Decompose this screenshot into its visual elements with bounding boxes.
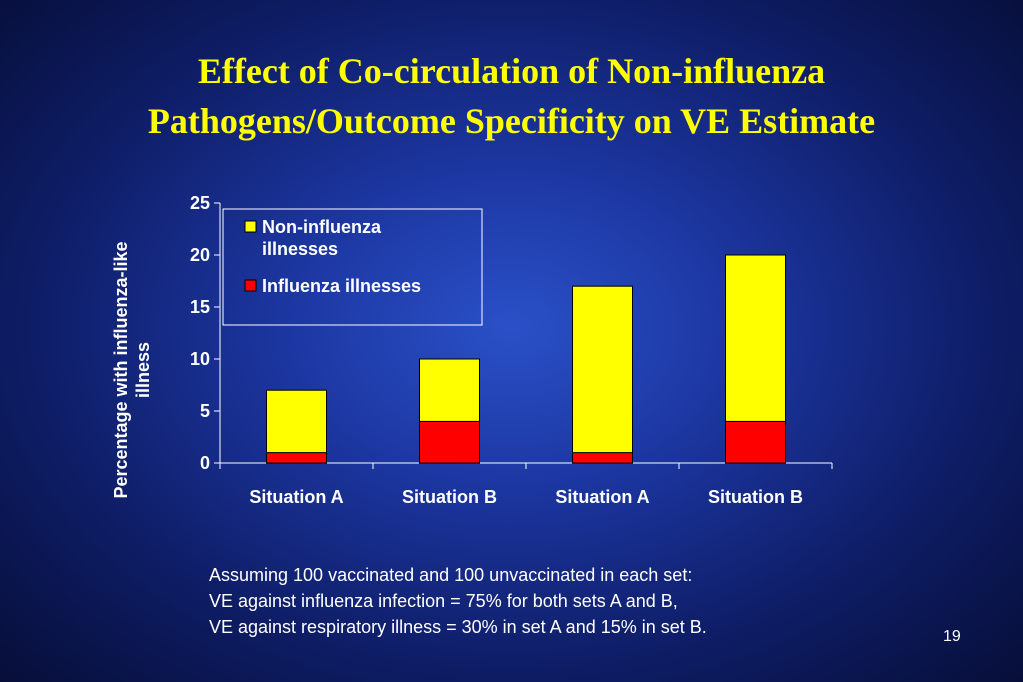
y-tick-label: 0 xyxy=(200,453,210,473)
x-tick-label: Situation B xyxy=(708,487,803,507)
slide-title-line-2: Pathogens/Outcome Specificity on VE Esti… xyxy=(147,101,876,141)
x-tick-label: Situation A xyxy=(555,487,649,507)
bar-influenza xyxy=(572,452,633,464)
legend-swatch xyxy=(244,220,257,233)
page-number: 19 xyxy=(943,628,961,645)
footnote-line-1: Assuming 100 vaccinated and 100 unvaccin… xyxy=(209,565,693,585)
y-tick-label: 5 xyxy=(200,401,210,421)
y-axis-label-line: Percentage with influenza-like xyxy=(111,241,131,498)
y-tick-label: 25 xyxy=(190,193,210,213)
legend-swatch xyxy=(244,279,257,292)
y-tick-label: 10 xyxy=(190,349,210,369)
bar-non-influenza xyxy=(725,254,786,422)
footnote: Assuming 100 vaccinated and 100 unvaccin… xyxy=(209,562,707,640)
y-tick-label: 20 xyxy=(190,245,210,265)
bar-non-influenza xyxy=(419,358,480,422)
slide-title-line-1: Effect of Co-circulation of Non-influenz… xyxy=(197,51,826,91)
y-tick-label: 15 xyxy=(190,297,210,317)
bar-non-influenza xyxy=(572,285,633,454)
bar-influenza xyxy=(725,420,786,464)
y-axis-label-line: illness xyxy=(133,342,153,398)
x-tick-label: Situation B xyxy=(402,487,497,507)
legend-box xyxy=(222,208,483,326)
x-tick-label: Situation A xyxy=(249,487,343,507)
footnote-line-2: VE against influenza infection = 75% for… xyxy=(209,591,678,611)
legend-label: Influenza illnesses xyxy=(262,276,421,296)
footnote-line-3: VE against respiratory illness = 30% in … xyxy=(209,617,707,637)
bar-non-influenza xyxy=(266,389,327,454)
bar-influenza xyxy=(266,452,327,464)
legend-label: illnesses xyxy=(262,239,338,259)
bar-influenza xyxy=(419,420,480,464)
legend-label: Non-influenza xyxy=(262,217,382,237)
slide-title: Effect of Co-circulation of Non-influenz… xyxy=(0,46,1023,146)
